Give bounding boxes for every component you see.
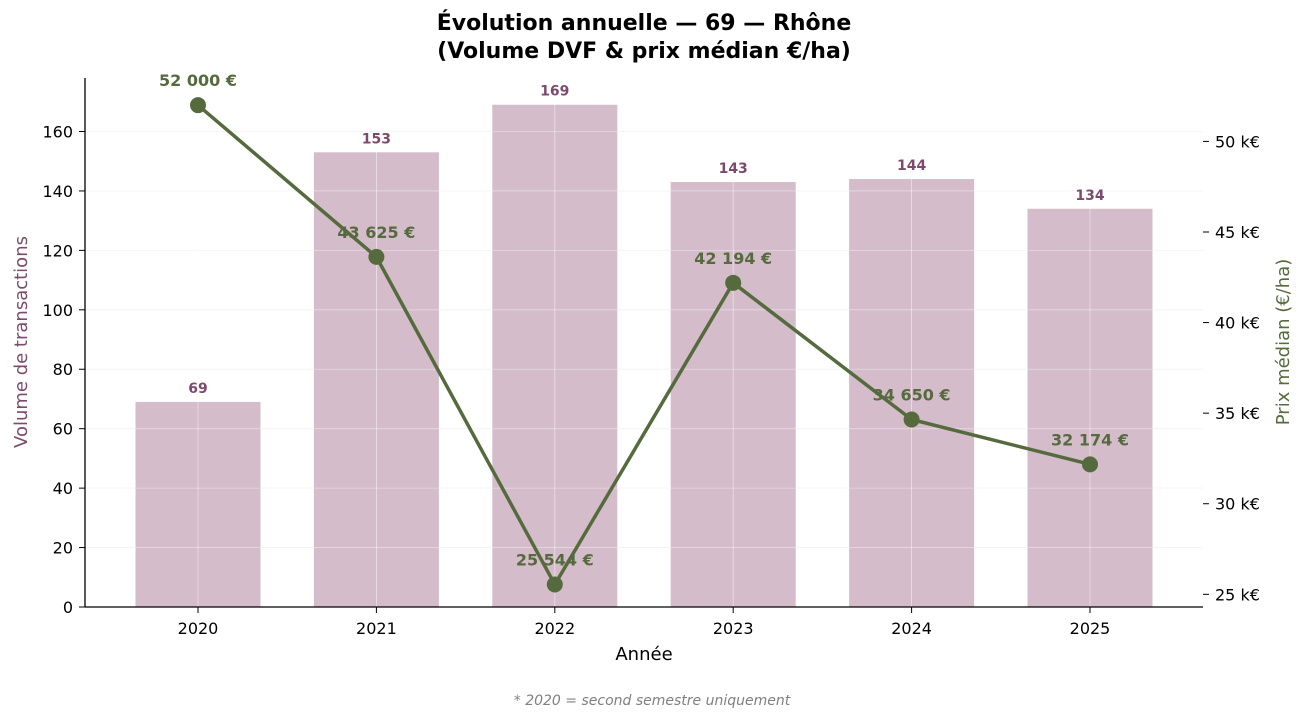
y-left-tick-label: 40: [53, 479, 73, 498]
x-tick-label: 2021: [356, 619, 397, 638]
x-tick-label: 2023: [713, 619, 754, 638]
y-right-tick-label: 25 k€: [1215, 585, 1260, 604]
price-line: [190, 97, 1098, 593]
y-axis-right-label: Prix médian (€/ha): [1273, 259, 1294, 426]
grid: [85, 131, 1203, 608]
price-value-label: 32 174 €: [1051, 430, 1129, 449]
y-left-tick-label: 0: [63, 598, 73, 617]
price-value-label: 52 000 €: [159, 71, 237, 90]
x-tick-label: 2025: [1070, 619, 1111, 638]
chart-title-line2: (Volume DVF & prix médian €/ha): [437, 39, 851, 64]
x-tick-label: 2024: [891, 619, 932, 638]
y-left-tick-label: 80: [53, 360, 73, 379]
price-labels: 52 000 € 43 625 € 25 544 € 42 194 € 34 650 €…: [159, 71, 1129, 569]
y-left-tick-label: 100: [42, 301, 73, 320]
bar-labels: 69 153 169 143 144 134: [188, 84, 1105, 397]
bar-value-label: 69: [188, 381, 207, 397]
x-axis-label: Année: [615, 644, 672, 665]
y-right-tick-label: 45 k€: [1215, 223, 1260, 242]
y-right-tick-label: 35 k€: [1215, 404, 1260, 423]
price-value-label: 43 625 €: [337, 223, 415, 242]
bar-value-label: 144: [897, 158, 926, 174]
y-right-tick-label: 30 k€: [1215, 495, 1260, 514]
price-point: [546, 576, 563, 593]
chart-title-line1: Évolution annuelle — 69 — Rhône: [437, 10, 852, 36]
price-value-label: 25 544 €: [516, 550, 594, 569]
price-point: [725, 274, 742, 291]
price-point: [903, 411, 920, 428]
price-value-label: 42 194 €: [694, 249, 772, 268]
y-right-tick-label: 50 k€: [1215, 132, 1260, 151]
x-tick-label: 2022: [534, 619, 575, 638]
footnote: * 2020 = second semestre uniquement: [514, 693, 791, 709]
y-right-tick-label: 40 k€: [1215, 314, 1260, 333]
axes: 0 20 40 60 80 100 120 140 160 25 k€ 30 k€ 35 k€ 40 k…: [42, 78, 1260, 638]
y-left-tick-label: 140: [42, 182, 73, 201]
price-point: [190, 97, 206, 114]
y-left-tick-label: 20: [53, 539, 73, 558]
y-axis-left-label: Volume de transactions: [11, 236, 32, 448]
price-line-path: [196, 103, 1091, 587]
bar-value-label: 143: [719, 161, 748, 177]
price-point: [368, 248, 385, 265]
price-point: [1082, 456, 1098, 473]
bar-value-label: 134: [1075, 188, 1104, 204]
bars: [85, 78, 1203, 608]
bar-value-label: 169: [540, 84, 569, 100]
price-value-label: 34 650 €: [873, 385, 951, 404]
y-left-tick-label: 60: [53, 420, 73, 439]
y-left-tick-label: 160: [42, 122, 73, 141]
x-tick-label: 2020: [178, 619, 219, 638]
y-left-tick-label: 120: [42, 241, 73, 260]
bar-value-label: 153: [362, 131, 391, 147]
